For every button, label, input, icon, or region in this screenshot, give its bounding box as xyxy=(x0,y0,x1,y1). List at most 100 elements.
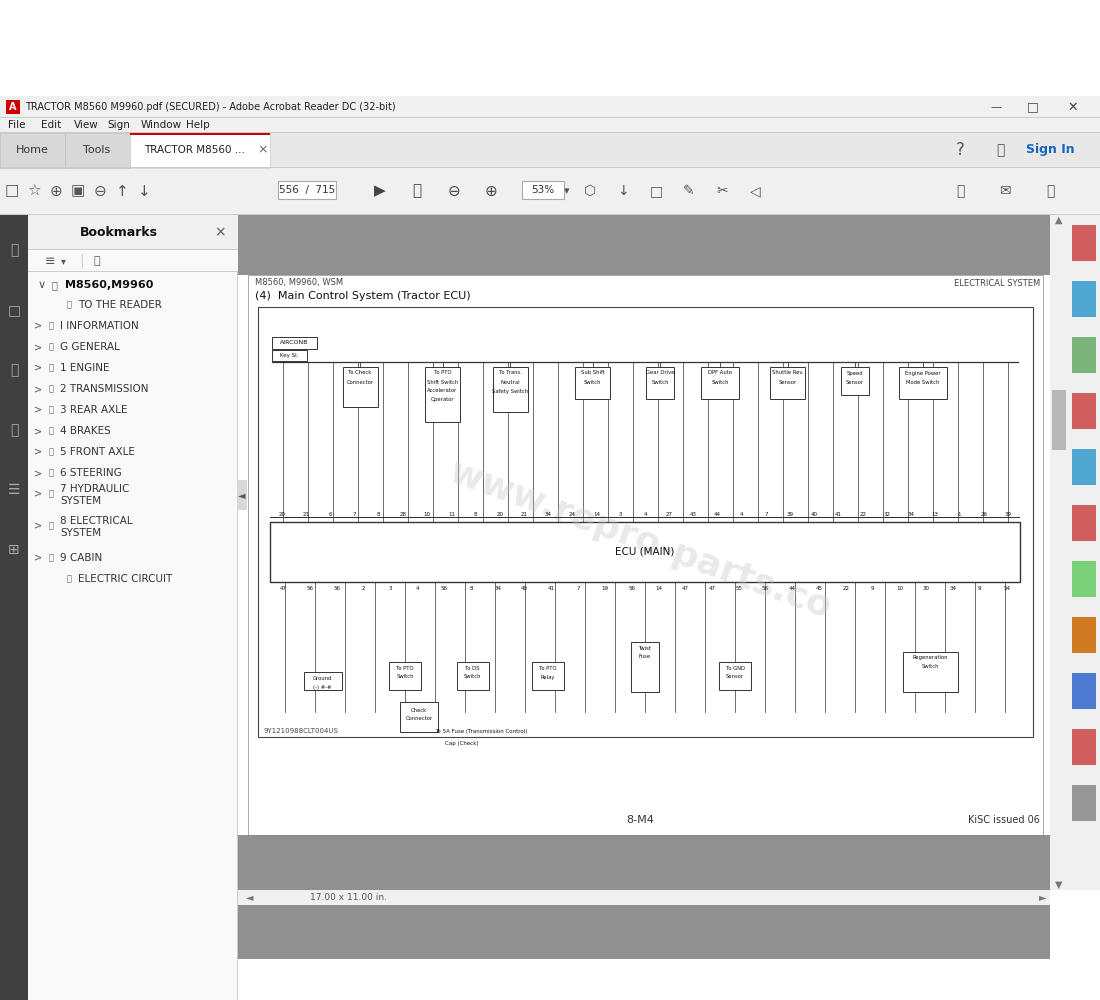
Text: ?: ? xyxy=(956,141,965,159)
Bar xyxy=(272,337,317,349)
Text: □: □ xyxy=(4,184,19,198)
Bar xyxy=(631,642,659,692)
Text: Sign In: Sign In xyxy=(1025,143,1075,156)
Bar xyxy=(531,662,563,690)
Text: ▼: ▼ xyxy=(1055,880,1063,890)
Text: 22: 22 xyxy=(843,586,849,591)
Text: 🔖: 🔖 xyxy=(48,468,54,478)
Bar xyxy=(130,133,270,168)
Bar xyxy=(0,117,1100,118)
Text: TRACTOR M8560 M9960.pdf (SECURED) - Adobe Acrobat Reader DC (32-bit): TRACTOR M8560 M9960.pdf (SECURED) - Adob… xyxy=(25,102,396,112)
Bar xyxy=(1072,729,1096,765)
Text: >: > xyxy=(34,468,42,478)
Text: Accelerator: Accelerator xyxy=(428,388,458,393)
Text: 4 BRAKES: 4 BRAKES xyxy=(60,426,111,436)
Text: 8 ELECTRICAL: 8 ELECTRICAL xyxy=(60,516,133,526)
Text: ⊖: ⊖ xyxy=(94,184,107,198)
Text: Regeneration: Regeneration xyxy=(912,656,948,660)
Bar xyxy=(701,367,739,399)
Text: >: > xyxy=(34,363,42,373)
Bar xyxy=(1072,785,1096,821)
Text: Connector: Connector xyxy=(406,716,432,722)
Text: 44: 44 xyxy=(789,586,795,591)
Text: ▣: ▣ xyxy=(70,184,85,198)
Text: A: A xyxy=(9,102,16,112)
Text: Mode Switch: Mode Switch xyxy=(905,379,939,384)
Bar xyxy=(1072,281,1096,317)
Text: Engine Power: Engine Power xyxy=(904,370,940,375)
Text: 56: 56 xyxy=(628,586,635,591)
Text: SYSTEM: SYSTEM xyxy=(60,528,101,538)
Text: 🔖: 🔖 xyxy=(10,363,19,377)
Text: ▾: ▾ xyxy=(564,186,570,196)
Text: |: | xyxy=(79,254,85,268)
Text: 26: 26 xyxy=(980,512,987,516)
Text: ↓: ↓ xyxy=(138,184,151,198)
Text: >: > xyxy=(34,342,42,352)
Text: To PTO: To PTO xyxy=(433,370,451,375)
Text: ✎: ✎ xyxy=(683,184,695,198)
Text: 🔖: 🔖 xyxy=(48,322,54,330)
Text: 34: 34 xyxy=(494,586,502,591)
Text: 53%: 53% xyxy=(531,185,554,195)
Text: 22: 22 xyxy=(859,512,866,516)
Text: ×: × xyxy=(214,225,225,239)
Text: 🔖: 🔖 xyxy=(66,300,72,310)
Text: 14: 14 xyxy=(654,586,662,591)
Text: 20: 20 xyxy=(496,512,504,516)
Text: Speed: Speed xyxy=(847,370,864,375)
Text: ✂: ✂ xyxy=(716,184,728,198)
Text: To DS: To DS xyxy=(465,666,480,670)
Text: 10: 10 xyxy=(424,512,431,516)
Text: Help: Help xyxy=(186,120,209,130)
Text: 🔖: 🔖 xyxy=(48,363,54,372)
Text: ▶: ▶ xyxy=(374,184,386,198)
Bar xyxy=(28,215,238,250)
Bar xyxy=(1068,215,1100,890)
Bar xyxy=(400,702,438,732)
Bar xyxy=(1052,390,1066,450)
Bar xyxy=(646,367,674,399)
Text: Sub Shift: Sub Shift xyxy=(581,370,604,375)
Bar xyxy=(248,275,1043,835)
Text: ∨: ∨ xyxy=(39,280,46,290)
Text: 4: 4 xyxy=(644,512,647,516)
Text: Gear Drive: Gear Drive xyxy=(646,370,674,375)
Text: Operator: Operator xyxy=(431,397,454,402)
Text: 2: 2 xyxy=(362,586,365,591)
Bar xyxy=(1072,393,1096,429)
Text: ▾: ▾ xyxy=(60,256,65,266)
Text: 41: 41 xyxy=(835,512,842,516)
Text: View: View xyxy=(75,120,99,130)
Text: Switch: Switch xyxy=(922,664,938,670)
Bar xyxy=(0,0,1100,96)
Text: M8560,M9960: M8560,M9960 xyxy=(65,280,153,290)
Text: 🔒: 🔒 xyxy=(10,243,19,257)
Text: 556  /  715: 556 / 715 xyxy=(279,185,335,195)
Text: 🔖: 🔖 xyxy=(48,426,54,436)
Text: 8: 8 xyxy=(469,586,473,591)
Text: 34: 34 xyxy=(908,512,914,516)
Text: 7 HYDRAULIC: 7 HYDRAULIC xyxy=(60,484,130,494)
Text: Check: Check xyxy=(411,708,427,712)
Text: 56: 56 xyxy=(333,586,341,591)
Text: 📎: 📎 xyxy=(10,423,19,437)
Text: Key Sl.: Key Sl. xyxy=(279,353,298,358)
Text: >: > xyxy=(34,489,42,499)
Bar xyxy=(0,118,1100,133)
Bar xyxy=(270,522,1020,582)
Text: File: File xyxy=(8,120,25,130)
Text: To Trans.: To Trans. xyxy=(498,370,521,375)
Text: 45: 45 xyxy=(815,586,823,591)
Text: >: > xyxy=(34,405,42,415)
Text: 9: 9 xyxy=(978,586,981,591)
Text: www.repro-parts.co: www.repro-parts.co xyxy=(444,455,836,625)
Text: ELECTRIC CIRCUIT: ELECTRIC CIRCUIT xyxy=(78,574,173,584)
Bar xyxy=(6,100,20,114)
Text: 4: 4 xyxy=(740,512,744,516)
Text: ⊞: ⊞ xyxy=(8,543,20,557)
Text: Shift Switch: Shift Switch xyxy=(427,379,458,384)
Text: 1 ENGINE: 1 ENGINE xyxy=(60,363,110,373)
Text: 🔖: 🔖 xyxy=(48,489,54,498)
Text: Switch: Switch xyxy=(651,379,669,384)
